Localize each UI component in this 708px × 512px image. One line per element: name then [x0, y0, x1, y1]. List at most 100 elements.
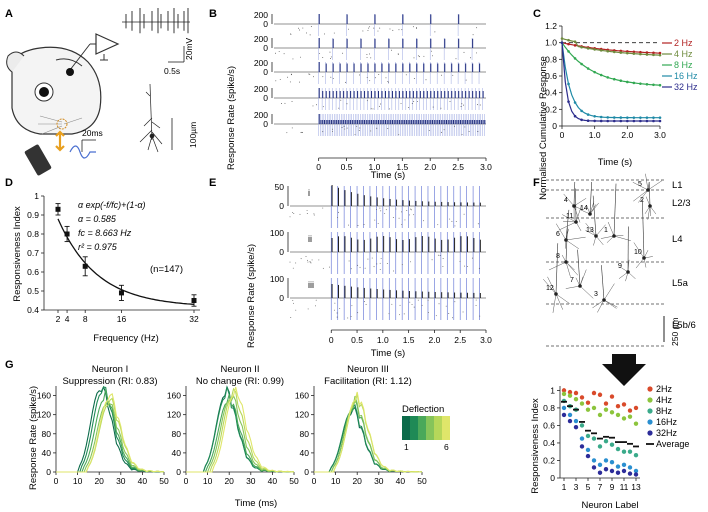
- panel-c-ytick-label: 0.4: [545, 88, 557, 98]
- raster-dot: [455, 221, 457, 222]
- panel-g-xtick-label: 30: [246, 476, 256, 486]
- panel-g-ytick-label: 0: [304, 467, 309, 477]
- dendrite-branch: [632, 182, 649, 191]
- raster-dot: [409, 301, 411, 303]
- raster-dot: [453, 125, 455, 127]
- dendrite: [565, 209, 570, 241]
- series-point: [586, 113, 590, 116]
- panel-b-xtick-label: 1.0: [369, 162, 381, 172]
- dendrite-branch: [573, 205, 581, 223]
- raster-dot: [300, 258, 302, 260]
- colorbar-segment: [402, 416, 410, 440]
- series-point: [593, 70, 596, 74]
- ri-point: [567, 393, 573, 398]
- data-point: [55, 206, 61, 212]
- raster-dot: [350, 268, 352, 270]
- series-point: [658, 119, 662, 123]
- raster-dot: [374, 77, 376, 79]
- series-point: [645, 119, 649, 123]
- series-point: [573, 57, 577, 60]
- ri-point: [603, 467, 609, 472]
- series-point: [626, 51, 629, 55]
- panel-g-xtick-label: 30: [116, 476, 126, 486]
- raster-dot: [425, 79, 427, 81]
- panel-e-xtick-label: 0: [329, 335, 334, 345]
- panel-f-ylabel: Responsiveness Index: [530, 398, 541, 494]
- dendrite-branch: [595, 224, 606, 237]
- panel-b-xticks: 0 0.5 1.0 1.5 2.0 2.5 3.0: [316, 157, 492, 172]
- raster-dot: [309, 34, 311, 36]
- data-point: [118, 290, 124, 296]
- neuron-id-label: 4: [564, 197, 568, 204]
- raster-dot: [346, 127, 348, 129]
- ri-point: [573, 390, 579, 396]
- panel-e-raster-psth: i 50 0 ii 100 0 iii 100 0 0 0.5 1.0 1.5 2.0 2.5 3.0: [270, 182, 492, 345]
- dendrite-branch: [565, 285, 581, 289]
- dendrite-branch: [633, 189, 649, 202]
- raster-dot: [442, 258, 444, 260]
- panel-e-xtick-label: 0.5: [351, 335, 363, 345]
- psth-ytick-top: 50: [275, 182, 285, 192]
- raster-dot: [411, 304, 413, 305]
- raster-dot: [286, 132, 288, 134]
- panel-f-ytick-label: 0: [550, 473, 555, 483]
- series-point: [632, 81, 636, 85]
- dendrite: [648, 181, 651, 207]
- panel-g-xtick-label: 20: [224, 476, 234, 486]
- panel-b-ylabel: Response Rate (spike/s): [226, 66, 237, 170]
- raster-dot: [460, 106, 462, 107]
- series-point: [658, 53, 662, 57]
- raster-dot: [379, 269, 381, 271]
- raster-dot: [417, 55, 419, 57]
- raster-dot: [464, 265, 466, 267]
- raster-dot: [336, 312, 338, 314]
- raster-dot: [377, 30, 379, 32]
- raster-dot: [292, 58, 294, 60]
- dendrite-branch: [627, 259, 630, 273]
- ri-point: [597, 444, 603, 449]
- panel-g-ytick-label: 40: [300, 448, 310, 458]
- series-point: [652, 116, 655, 119]
- raster-dot: [300, 56, 301, 58]
- fit-alpha: α = 0.585: [78, 214, 117, 224]
- neuron-id-label: 13: [586, 227, 594, 234]
- layer-label: L5a: [672, 278, 689, 289]
- ri-point: [579, 401, 585, 406]
- dendrite-branch: [585, 223, 597, 237]
- series-point: [639, 82, 642, 85]
- raster-dot: [315, 299, 317, 301]
- series-point: [639, 50, 642, 54]
- raster-dot: [401, 211, 403, 213]
- dendrite-branch: [633, 242, 645, 259]
- series-point: [645, 53, 649, 56]
- amplifier-icon: [95, 33, 120, 55]
- dendrite-branch: [647, 180, 662, 191]
- raster-dot: [345, 81, 347, 83]
- raster-dot: [463, 213, 465, 215]
- panel-e-xlabel: Time (s): [371, 348, 405, 359]
- raster-dot: [302, 27, 304, 29]
- raster-dot: [477, 131, 479, 132]
- raster-dot: [339, 308, 341, 309]
- panel-f-xtick-label: 9: [610, 482, 615, 492]
- raster-dot: [431, 55, 433, 57]
- neuron-soma: [588, 212, 592, 216]
- raster-dot: [278, 50, 280, 52]
- raster-dot: [454, 225, 456, 227]
- raster-dot: [398, 217, 400, 219]
- series-point: [619, 119, 623, 123]
- raster-dot: [385, 77, 387, 79]
- whisker-pad: [56, 118, 68, 130]
- panel-g-xtick-label: 30: [374, 476, 384, 486]
- panel-d-ylabel: Responsiveness Index: [12, 206, 23, 302]
- raster-dot: [385, 209, 387, 211]
- ri-point: [597, 412, 603, 418]
- raster-dot: [438, 303, 440, 305]
- raster-dot: [443, 129, 445, 131]
- dendrite: [601, 265, 605, 301]
- panel-g-xtick-label: 20: [94, 476, 104, 486]
- raster-dot: [358, 130, 360, 132]
- panel-b-xtick-label: 3.0: [480, 162, 492, 172]
- raster-dot: [417, 101, 418, 102]
- raster-dot: [445, 305, 447, 307]
